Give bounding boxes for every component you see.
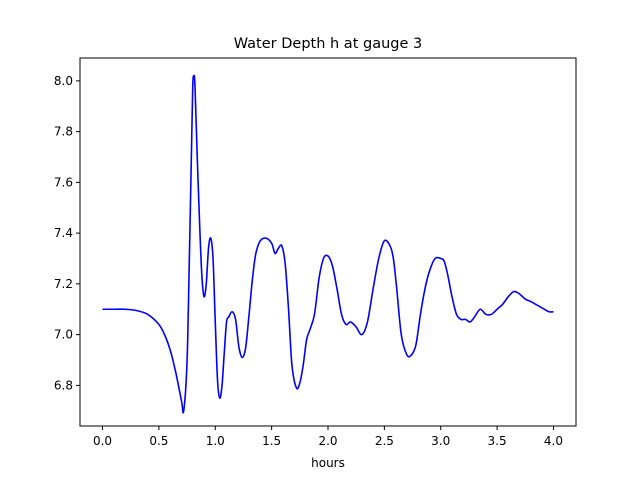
plot-frame — [79, 57, 577, 427]
chart-title: Water Depth h at gauge 3 — [234, 36, 422, 52]
series-line — [102, 74, 554, 414]
x-tick-label: 3.0 — [431, 434, 450, 448]
x-tick-label: 0.5 — [149, 434, 168, 448]
y-tick-label: 7.4 — [54, 226, 73, 240]
x-tick-label: 1.5 — [262, 434, 281, 448]
x-tick-label: 1.0 — [206, 434, 225, 448]
y-tick-label: 7.0 — [54, 328, 73, 342]
x-tick-label: 0.0 — [93, 434, 112, 448]
y-tick-label: 7.6 — [54, 175, 73, 189]
y-tick-label: 7.2 — [54, 277, 73, 291]
y-axis-ticks: 6.8 7.0 7.2 7.4 7.6 7.8 8.0 — [54, 74, 80, 392]
plot-area: 0.0 0.5 1.0 1.5 2.0 2.5 3.0 3.5 4.0 6.8 7.0 7.2 7.4… — [54, 57, 577, 448]
x-axis-label: hours — [311, 456, 345, 470]
y-tick-label: 6.8 — [54, 378, 73, 392]
x-tick-label: 3.5 — [488, 434, 507, 448]
x-tick-label: 4.0 — [544, 434, 563, 448]
series-layer — [102, 74, 554, 414]
x-axis-ticks: 0.0 0.5 1.0 1.5 2.0 2.5 3.0 3.5 4.0 — [93, 426, 563, 448]
x-tick-label: 2.5 — [375, 434, 394, 448]
y-tick-label: 8.0 — [54, 74, 73, 88]
y-tick-label: 7.8 — [54, 125, 73, 139]
x-tick-label: 2.0 — [318, 434, 337, 448]
